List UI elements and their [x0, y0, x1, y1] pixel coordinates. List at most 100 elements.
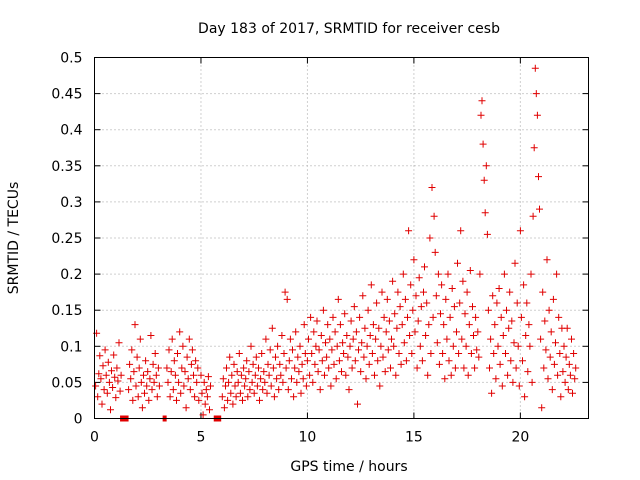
data-point: [418, 357, 426, 365]
data-point: [514, 342, 522, 350]
data-point: [305, 335, 312, 343]
data-point: [232, 393, 240, 401]
data-point: [297, 389, 305, 397]
data-point: [163, 364, 171, 372]
data-point: [265, 371, 273, 379]
data-point: [542, 346, 550, 354]
data-point: [310, 328, 318, 336]
data-point: [101, 346, 109, 354]
data-point: [397, 360, 405, 368]
data-point: [556, 350, 564, 357]
data-point: [277, 371, 285, 379]
data-point: [146, 375, 154, 383]
data-point: [356, 313, 364, 321]
data-point: [274, 342, 282, 350]
data-point: [492, 375, 500, 383]
data-point: [379, 353, 387, 361]
data-point: [511, 259, 519, 267]
data-point: [195, 396, 203, 404]
x-axis-label: GPS time / hours: [290, 459, 407, 475]
data-point: [311, 360, 319, 368]
data-point: [439, 350, 447, 357]
data-point: [348, 364, 356, 372]
data-point: [145, 396, 153, 404]
data-point: [382, 328, 390, 336]
data-point: [526, 342, 534, 350]
data-point: [317, 332, 325, 339]
data-point: [482, 162, 490, 170]
data-point: [325, 364, 333, 372]
data-point: [272, 353, 279, 361]
data-point: [466, 267, 474, 274]
data-point: [225, 378, 233, 386]
data-point: [461, 310, 469, 318]
data-point: [154, 364, 162, 372]
data-point: [478, 97, 486, 105]
data-point: [319, 306, 327, 314]
data-point: [507, 357, 515, 365]
data-point: [531, 64, 539, 72]
data-point: [523, 299, 531, 307]
data-point: [438, 281, 446, 289]
data-point: [444, 270, 452, 278]
data-point: [398, 321, 406, 329]
data-point: [334, 295, 342, 303]
y-tick-label: 0.2: [60, 267, 82, 283]
data-point: [561, 378, 569, 386]
data-point: [130, 368, 138, 376]
data-point: [560, 342, 568, 350]
data-point: [549, 295, 557, 303]
data-point: [543, 256, 551, 264]
data-point: [111, 373, 119, 381]
data-point: [321, 371, 328, 379]
data-point: [235, 350, 243, 357]
data-point: [481, 209, 489, 217]
data-point: [460, 364, 468, 372]
data-point: [532, 90, 540, 98]
data-point: [200, 378, 208, 386]
data-point: [292, 328, 300, 336]
data-point: [307, 313, 315, 321]
data-point: [373, 299, 381, 307]
data-point: [303, 357, 311, 365]
data-point: [417, 303, 425, 311]
data-point: [393, 324, 401, 332]
data-point: [218, 393, 226, 401]
data-point: [324, 321, 332, 329]
data-point: [527, 270, 535, 278]
data-point: [222, 382, 229, 390]
data-point: [504, 371, 512, 379]
data-point: [243, 357, 251, 365]
data-point: [318, 357, 326, 365]
data-point: [95, 370, 103, 378]
data-point: [251, 371, 259, 379]
data-point: [368, 350, 376, 357]
chart-title: Day 183 of 2017, SRMTID for receiver ces…: [198, 21, 500, 37]
data-point: [383, 295, 391, 303]
data-point: [424, 371, 432, 379]
data-point: [175, 378, 183, 386]
data-point: [448, 285, 456, 292]
data-point: [309, 378, 317, 386]
data-point: [475, 353, 483, 361]
data-point: [258, 350, 266, 357]
y-tick-label: 0.4: [60, 123, 82, 139]
data-point: [294, 353, 302, 361]
data-point: [434, 270, 442, 278]
data-point: [411, 328, 419, 336]
data-point: [366, 332, 374, 339]
data-point: [470, 332, 477, 339]
data-point: [273, 375, 281, 383]
data-point: [365, 360, 373, 368]
data-point: [252, 353, 260, 361]
data-point: [171, 371, 179, 379]
data-point: [204, 373, 212, 381]
data-point: [176, 328, 184, 336]
data-point: [352, 328, 360, 336]
data-point: [165, 346, 173, 354]
data-point: [522, 332, 530, 339]
data-point: [410, 256, 418, 264]
data-point: [335, 357, 343, 365]
data-point: [94, 393, 102, 401]
data-point: [503, 306, 510, 314]
